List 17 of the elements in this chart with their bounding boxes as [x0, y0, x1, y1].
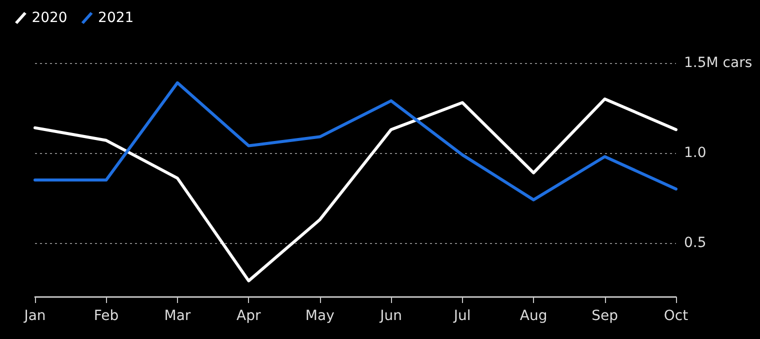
- x-tick-label: Mar: [164, 308, 191, 324]
- x-tick-label: Feb: [94, 308, 119, 324]
- x-tick-label: Apr: [236, 308, 262, 324]
- line-series: [34, 98, 678, 282]
- x-tick-label: Jul: [452, 308, 471, 324]
- x-tick-label: Jun: [379, 308, 402, 324]
- x-tick-label: Sep: [592, 308, 618, 324]
- x-tick-label: Jan: [23, 308, 46, 324]
- legend-label: 2021: [98, 10, 134, 26]
- y-tick-label: 1.5M cars: [684, 55, 752, 71]
- line-series: [34, 81, 678, 202]
- x-tick-label: Aug: [520, 308, 548, 324]
- y-tick-label: 1.0: [684, 145, 706, 161]
- legend-label: 2020: [32, 10, 68, 26]
- x-tick-label: Oct: [664, 308, 689, 324]
- y-tick-label: 0.5: [684, 235, 706, 251]
- x-tick-label: May: [305, 308, 334, 324]
